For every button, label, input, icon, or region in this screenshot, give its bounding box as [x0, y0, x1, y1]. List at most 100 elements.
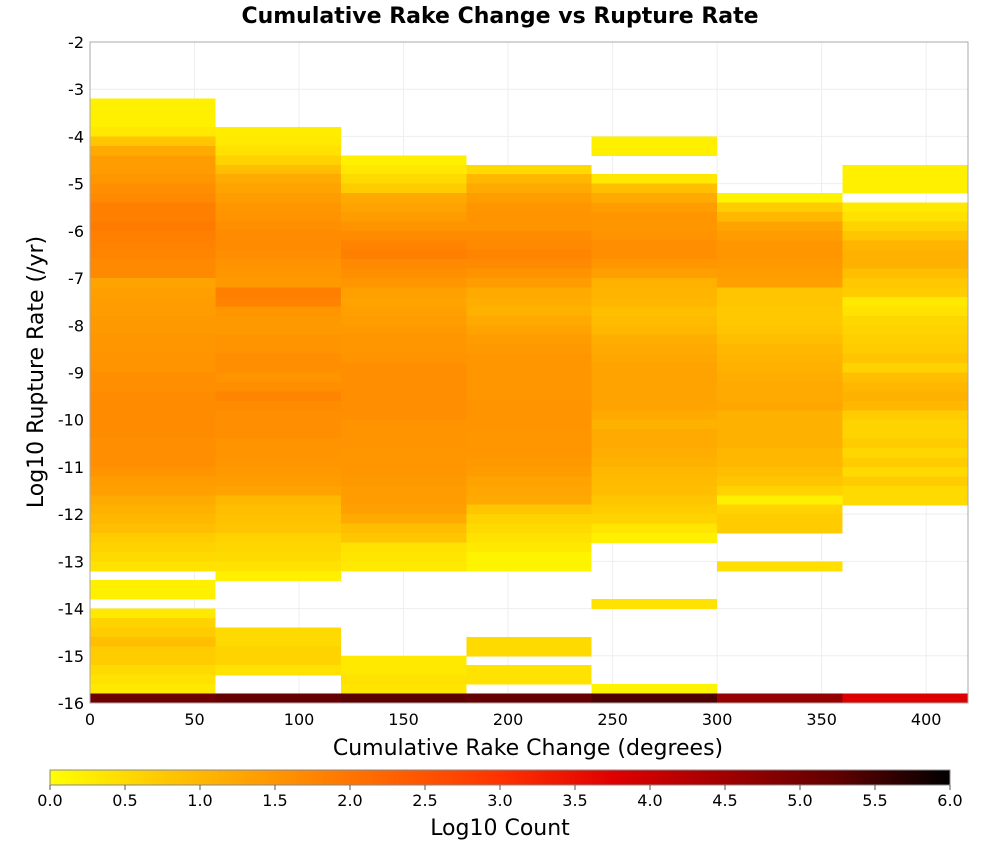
- heatmap-cell: [591, 495, 718, 506]
- heatmap-cell: [842, 381, 968, 392]
- heatmap-cell: [340, 211, 467, 223]
- heatmap-cell: [717, 221, 843, 232]
- heatmap-cell: [90, 287, 216, 298]
- heatmap-cell: [591, 221, 718, 232]
- heatmap-cell: [466, 249, 592, 260]
- heatmap-cell: [90, 372, 216, 383]
- heatmap-cell: [340, 259, 467, 270]
- heatmap-cell: [215, 476, 341, 487]
- heatmap-cell: [340, 495, 467, 506]
- heatmap-cell: [340, 410, 467, 421]
- heatmap-cell: [591, 325, 718, 336]
- heatmap-cell: [717, 438, 843, 449]
- heatmap-cell: [215, 523, 341, 534]
- heatmap-cell: [591, 533, 718, 544]
- heatmap-cell: [591, 485, 718, 496]
- heatmap-cell: [842, 268, 968, 279]
- heatmap-cell: [340, 278, 467, 289]
- heatmap-cell: [466, 202, 592, 213]
- y-tick-label: -11: [58, 458, 84, 477]
- heatmap-cell: [591, 523, 718, 534]
- heatmap-cell: [215, 211, 341, 223]
- heatmap-cell: [90, 457, 216, 468]
- heatmap-cell: [717, 211, 843, 223]
- heatmap-cell: [591, 183, 718, 194]
- heatmap-cell: [591, 202, 718, 213]
- chart-title: Cumulative Rake Change vs Rupture Rate: [241, 4, 758, 29]
- heatmap-cell: [90, 495, 216, 506]
- y-tick-label: -6: [68, 222, 84, 241]
- heatmap-cell: [717, 466, 843, 477]
- heatmap-cell: [466, 193, 592, 204]
- heatmap-cell: [340, 429, 467, 440]
- heatmap-cell: [717, 306, 843, 317]
- heatmap-cell: [842, 419, 968, 430]
- heatmap-cell: [90, 211, 216, 223]
- heatmap-cell: [466, 429, 592, 440]
- heatmap-cell: [215, 126, 341, 138]
- heatmap-cell: [591, 381, 718, 392]
- heatmap-cell: [591, 684, 718, 695]
- heatmap-cell: [90, 665, 216, 676]
- heatmap-cell: [90, 514, 216, 525]
- heatmap-cell: [466, 344, 592, 355]
- heatmap-cell: [90, 466, 216, 477]
- heatmap-cell: [717, 561, 843, 572]
- heatmap-cell: [842, 363, 968, 374]
- colorbar-tick-label: 0.5: [112, 791, 137, 810]
- heatmap-cell: [591, 344, 718, 355]
- heatmap-cell: [215, 646, 341, 657]
- heatmap-cell: [215, 249, 341, 260]
- heatmap-cell: [591, 145, 718, 156]
- heatmap-cell: [466, 646, 592, 657]
- heatmap-cell: [215, 344, 341, 355]
- heatmap-cell: [591, 466, 718, 477]
- y-tick-label: -4: [68, 127, 84, 146]
- heatmap-cell: [591, 174, 718, 185]
- heatmap-cell: [90, 655, 216, 666]
- heatmap-cell: [466, 278, 592, 289]
- heatmap-cell: [466, 306, 592, 317]
- x-tick-label: 400: [911, 710, 942, 729]
- heatmap-cell: [340, 400, 467, 411]
- heatmap-cell: [717, 476, 843, 487]
- heatmap-cell: [591, 599, 718, 610]
- heatmap-cell: [591, 334, 718, 345]
- heatmap-cell: [215, 381, 341, 392]
- heatmap-cell: [591, 193, 718, 204]
- heatmap-cell: [90, 296, 216, 307]
- heatmap-cell: [215, 174, 341, 185]
- heatmap-cell: [591, 457, 718, 468]
- heatmap-cell: [842, 466, 968, 477]
- heatmap-cell: [717, 372, 843, 383]
- heatmap-cell: [591, 278, 718, 289]
- colorbar-tick-label: 6.0: [937, 791, 962, 810]
- plot-frame: [89, 41, 969, 704]
- heatmap-cell: [215, 325, 341, 336]
- heatmap-cell: [842, 202, 968, 213]
- heatmap-cell: [90, 98, 216, 109]
- x-tick-label: 0: [85, 710, 95, 729]
- heatmap-cell: [717, 230, 843, 241]
- heatmap-cell: [340, 164, 467, 175]
- heatmap-cell: [340, 202, 467, 213]
- heatmap-cell: [466, 448, 592, 459]
- heatmap-cell: [340, 419, 467, 430]
- heatmap-cell: [717, 353, 843, 364]
- heatmap-cell: [215, 400, 341, 411]
- heatmap-cell: [90, 391, 216, 402]
- heatmap-cell: [215, 438, 341, 449]
- heatmap-cell: [842, 230, 968, 241]
- heatmap-cell: [215, 193, 341, 204]
- heatmap-cell: [591, 136, 718, 147]
- y-tick-label: -16: [58, 694, 84, 713]
- heatmap-cell: [842, 296, 968, 307]
- heatmap-cell: [90, 363, 216, 374]
- heatmap-cell: [340, 457, 467, 468]
- heatmap-cell: [842, 278, 968, 289]
- heatmap-cell: [717, 391, 843, 402]
- heatmap-cell: [90, 476, 216, 487]
- colorbar-tick-label: 3.0: [487, 791, 512, 810]
- heatmap-cell: [90, 448, 216, 459]
- heatmap-cell: [842, 183, 968, 194]
